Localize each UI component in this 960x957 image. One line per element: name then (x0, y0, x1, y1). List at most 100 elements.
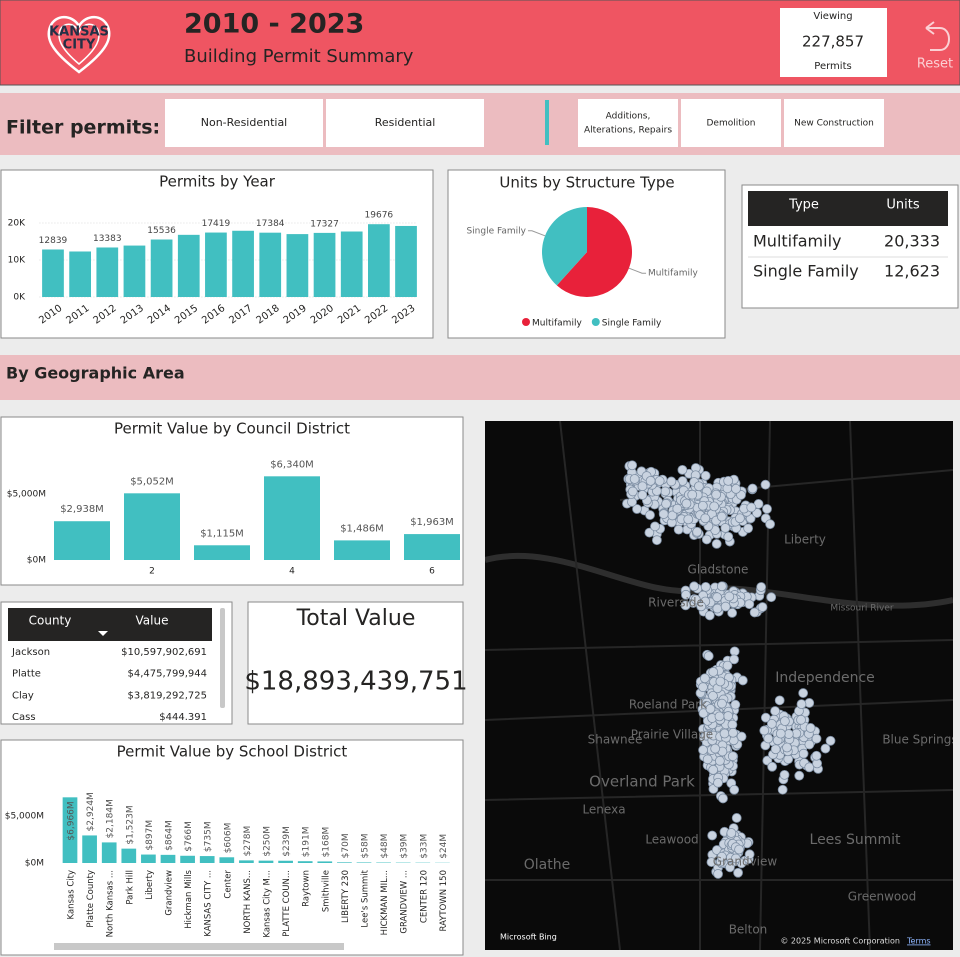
map-point (744, 849, 755, 860)
map-point (728, 727, 738, 738)
bar (199, 856, 215, 863)
table-cell: $3,819,292,725 (127, 690, 207, 701)
viewing-card (780, 8, 887, 77)
bar (124, 493, 180, 560)
filter-button[interactable] (578, 99, 678, 147)
map-point (729, 646, 740, 657)
data-label: $70M (341, 833, 351, 858)
filter-button[interactable] (681, 99, 781, 147)
filter-button[interactable] (784, 99, 884, 147)
bar (404, 534, 460, 560)
data-label: $58M (361, 834, 371, 859)
map-point (762, 504, 772, 514)
leader-line (628, 267, 647, 274)
x-tick-label: Lee's Summit (361, 869, 371, 927)
filter-button-label[interactable]: Residential (375, 116, 436, 129)
table-cell: Clay (12, 690, 34, 701)
x-tick-label: Raytown (302, 870, 312, 907)
table-cell: 12,623 (884, 262, 940, 281)
bar (239, 860, 254, 863)
data-label: $2,184M (106, 799, 116, 838)
map-point (708, 667, 719, 677)
map-point (717, 698, 727, 709)
map-point (743, 523, 754, 534)
scrollbar[interactable] (220, 608, 225, 708)
data-label: $1,115M (200, 528, 244, 539)
data-label: $6,340M (270, 459, 314, 470)
map-point (627, 460, 638, 471)
map-point (644, 527, 655, 538)
map-label: Lenexa (582, 803, 625, 817)
map-point (730, 853, 741, 864)
filter-button-label[interactable]: Alterations, Repairs (584, 126, 672, 136)
reset-label[interactable]: Reset (917, 57, 953, 72)
map-point (811, 750, 822, 761)
map-point (627, 486, 638, 497)
map-point (645, 510, 655, 520)
bar (313, 232, 336, 297)
map-point (804, 739, 815, 750)
data-label: $1,963M (410, 517, 454, 528)
table-cell: Cass (12, 712, 36, 723)
bar (395, 225, 417, 297)
x-tick-label: Center (223, 869, 233, 898)
bar (368, 224, 390, 297)
page-title: 2010 - 2023 (184, 9, 364, 40)
data-label: $239M (282, 826, 292, 857)
y-tick-label: $5,000M (5, 811, 44, 821)
filter-button-label[interactable]: Additions, (606, 112, 651, 122)
table-cell: Jackson (11, 647, 50, 658)
map-point (760, 479, 771, 490)
x-tick-label: RAYTOWN 150 (439, 870, 449, 931)
map-point (632, 504, 642, 514)
filter-button[interactable] (326, 99, 484, 147)
map-point (637, 481, 648, 492)
data-label: $1,523M (125, 805, 135, 844)
sort-arrow[interactable] (98, 631, 108, 636)
map-point (723, 475, 734, 486)
bar (297, 861, 313, 863)
map-label: Grandview (713, 855, 778, 869)
filter-button-label[interactable]: Non-Residential (201, 116, 288, 129)
filter-button-label[interactable]: New Construction (794, 119, 874, 129)
map-point (711, 489, 722, 500)
map-terms[interactable]: Terms (906, 937, 931, 946)
filter-button[interactable] (165, 99, 323, 147)
bar (121, 848, 137, 863)
map-point (729, 654, 739, 665)
reset-button[interactable]: Reset (917, 21, 953, 72)
data-label: 17327 (310, 219, 339, 229)
data-label: 15536 (147, 226, 176, 236)
map-point (703, 651, 714, 661)
map-point (692, 526, 703, 537)
map-point (698, 745, 708, 755)
map-point (687, 489, 698, 500)
bar (82, 835, 97, 863)
x-tick-label: 4 (289, 567, 295, 577)
bar (259, 232, 282, 297)
legend-swatch (591, 318, 600, 326)
data-label: 13383 (93, 234, 122, 244)
bar (258, 860, 274, 863)
x-tick-label: 6 (429, 567, 435, 577)
map-point (757, 602, 768, 612)
map-point (704, 610, 715, 621)
viewing-unit: Permits (814, 61, 851, 72)
table-header-cell: Type (788, 198, 819, 213)
bar (337, 862, 352, 863)
table-cell: Single Family (753, 262, 859, 281)
map-label: Blue Springs (882, 733, 957, 747)
total-value-card (247, 601, 464, 725)
bar (194, 545, 250, 560)
map-point (770, 744, 781, 755)
map-point (705, 703, 716, 714)
map-point (737, 675, 748, 686)
pie-slice (556, 207, 632, 297)
scrollbar[interactable] (54, 943, 344, 950)
map-credit: Microsoft Bing (500, 933, 557, 942)
map[interactable]: Liberty Gladstone Riverside Missouri River I… (485, 421, 958, 950)
table-header (8, 608, 212, 641)
filter-button-label[interactable]: Demolition (707, 119, 756, 129)
data-label: $735M (204, 821, 214, 852)
data-label: $191M (302, 827, 312, 858)
